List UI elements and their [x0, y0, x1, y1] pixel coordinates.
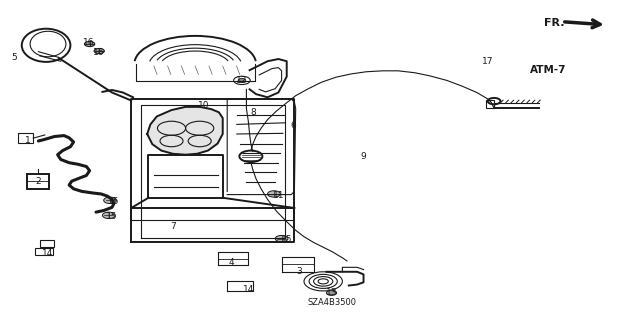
Text: 8: 8	[250, 108, 255, 117]
Circle shape	[268, 191, 280, 197]
Text: ATM-7: ATM-7	[530, 65, 566, 75]
Text: 16: 16	[83, 38, 94, 47]
Text: 14: 14	[243, 285, 254, 294]
Circle shape	[238, 78, 246, 82]
Circle shape	[94, 48, 104, 54]
Circle shape	[326, 290, 337, 295]
Text: 9: 9	[361, 152, 366, 161]
Polygon shape	[147, 107, 223, 155]
Text: 16: 16	[93, 48, 105, 57]
Text: 15: 15	[108, 197, 120, 206]
Text: 15: 15	[106, 212, 118, 221]
Text: 14: 14	[42, 249, 54, 258]
Text: 5: 5	[12, 53, 17, 62]
Text: 13: 13	[326, 288, 337, 297]
Text: 7: 7	[170, 222, 175, 231]
Circle shape	[275, 235, 288, 242]
Text: 15: 15	[281, 235, 292, 244]
Text: 11: 11	[273, 191, 284, 200]
Text: 12: 12	[236, 76, 248, 85]
Circle shape	[102, 212, 115, 219]
Text: FR.: FR.	[544, 18, 564, 28]
Text: 17: 17	[482, 57, 493, 66]
Text: 4: 4	[229, 258, 234, 267]
Circle shape	[84, 41, 95, 47]
Text: 1: 1	[25, 137, 30, 145]
Text: 10: 10	[198, 101, 209, 110]
Text: 6: 6	[291, 121, 296, 130]
Text: 3: 3	[297, 267, 302, 276]
Circle shape	[104, 197, 116, 204]
Text: SZA4B3500: SZA4B3500	[307, 298, 356, 307]
Text: 2: 2	[36, 177, 41, 186]
